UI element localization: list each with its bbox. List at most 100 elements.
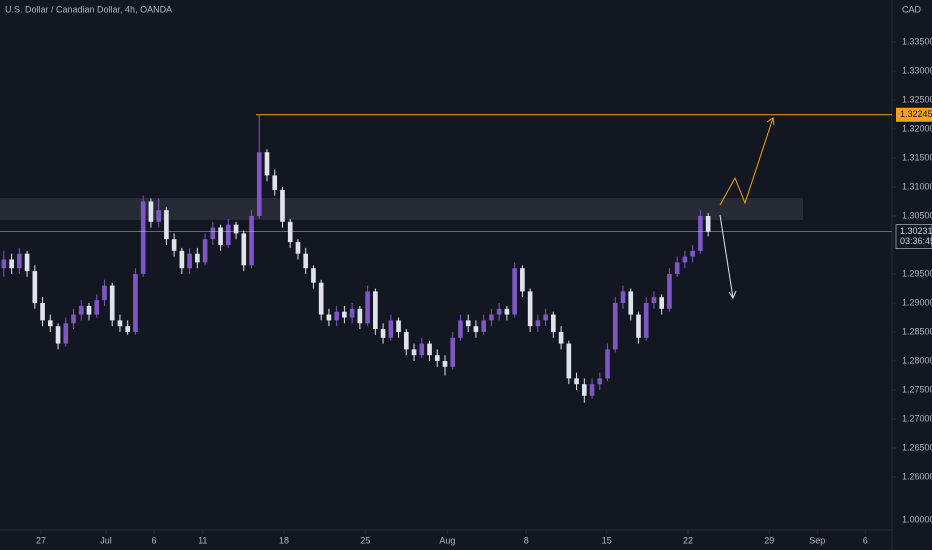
candle-body [581,384,587,396]
candle-body [674,262,680,274]
x-tick-label: 6 [863,535,868,545]
candle-body [287,221,293,243]
candle-body [481,320,487,332]
x-tick-label: 29 [764,535,774,545]
y-tick-label: 1.31500 [902,152,932,162]
candle-body [133,273,138,332]
y-tick-label: 1.28000 [902,355,932,365]
x-tick-label: 22 [683,535,693,545]
candle-body [349,308,355,318]
last-price-label: 1.30231 [900,226,932,236]
candle-body [249,215,254,266]
candle-body [698,215,703,251]
candle-body [605,349,610,379]
resistance-label: 1.32245 [900,109,932,119]
candle-body [264,152,270,176]
resistance-label-box [896,107,932,122]
y-tick-label: 1.32000 [902,123,932,133]
y-tick-label: 1.27500 [902,384,932,394]
x-tick-label: 25 [360,535,370,545]
candle-body [403,331,409,350]
candle-body [620,291,626,303]
candle-body [558,331,564,344]
candle-body [241,233,247,266]
candle-body [24,253,30,272]
x-tick-label: 8 [524,535,529,545]
candle-body [171,239,177,251]
candle-body [295,242,301,254]
candle-body [543,314,548,321]
candle-body [78,305,84,315]
candle-body [535,320,541,327]
candle-body [527,291,533,327]
y-tick-label: 1.33500 [902,36,932,46]
candle-body [512,268,517,315]
candle-body [574,378,579,385]
y-tick-label: 1.31000 [902,181,932,191]
arrowhead [766,117,775,126]
candle-body [520,268,525,292]
candle-body [179,250,185,269]
candle-body [1,259,7,269]
candle-body [71,314,76,324]
arrowhead [728,290,737,300]
y-tick-label: 1.30500 [902,210,932,220]
candle-body [256,152,262,216]
candle-body [636,314,641,338]
candle-body [94,300,100,315]
x-tick-label: 27 [36,535,46,545]
candle-body [551,314,556,332]
candle-body [597,378,603,385]
x-tick-label: 6 [152,535,157,545]
candle-body [17,253,22,269]
candle-body [489,314,494,321]
candle-body [202,239,208,263]
candle-body [187,253,192,269]
candle-body [9,259,14,269]
candle-body [318,282,324,315]
candle-body [434,355,440,361]
candle-body [705,215,711,232]
candle-body [473,326,479,332]
candle-body [589,384,595,396]
countdown-label: 03:36:45 [900,236,932,246]
candle-body [156,210,161,222]
candle-body [109,285,115,321]
candle-body [32,271,38,303]
x-tick-label: Sep [809,535,825,545]
candle-body [496,308,502,315]
candle-body [388,320,394,338]
y-tick-label: 1.29500 [902,268,932,278]
candle-body [233,224,239,234]
candle-body [102,285,107,301]
candle-body [566,343,572,379]
candle-body [357,308,363,324]
candle-body [450,337,456,367]
candle-body [373,291,378,330]
candle-body [396,320,401,332]
candle-body [458,320,463,338]
candle-body [148,201,154,222]
bearish-path-arrow [719,214,734,299]
y-tick-label: 1.28500 [902,326,932,336]
x-tick-label: Jul [100,535,112,545]
candle-body [365,291,370,324]
candle-body [218,227,223,245]
candle-body [86,305,92,315]
candle-body [612,302,618,350]
last-price-box [895,224,932,249]
bullish-path-arrow [719,117,774,206]
candle-body [659,297,665,309]
candle-body [210,227,216,240]
candle-body [40,302,45,321]
candle-body [342,311,347,318]
candle-body [326,314,332,321]
candle-body [690,250,695,257]
candle-body [504,308,510,315]
candle-body [465,320,471,327]
candle-body [280,189,285,222]
x-tick-label: 18 [279,535,289,545]
candle-body [225,224,231,245]
